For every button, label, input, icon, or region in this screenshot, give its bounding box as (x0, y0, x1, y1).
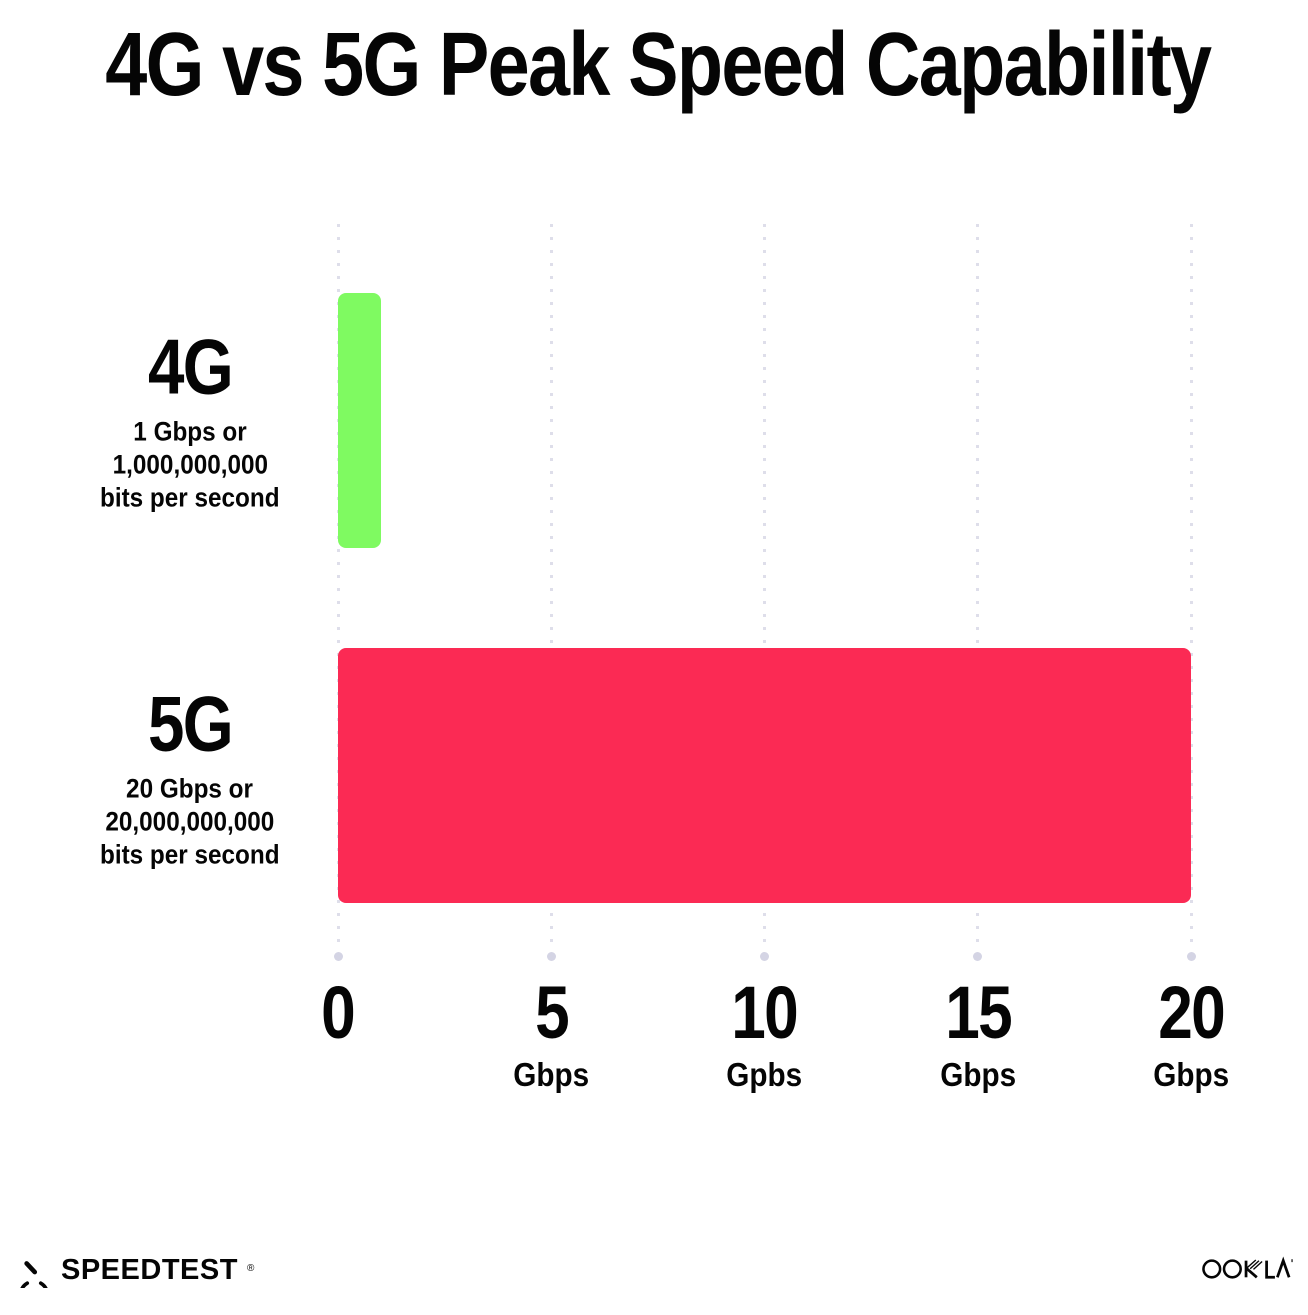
gridline-20 (1189, 224, 1193, 944)
speedtest-wordmark: SPEEDTEST (61, 1253, 238, 1286)
x-tick-value: 20 (1158, 971, 1225, 1054)
x-tick-unit: Gbps (1153, 1056, 1229, 1093)
gridline-end-dot (333, 951, 343, 961)
bar-4g (338, 293, 381, 548)
bar-5g (338, 648, 1191, 903)
ookla-logo: OOKLA (1202, 1254, 1294, 1282)
gridline-15 (976, 224, 980, 944)
x-tick-20: 20 Gbps (1071, 971, 1308, 1093)
gridline-10 (763, 224, 766, 944)
category-description: 1 Gbps or 1,000,000,000 bits per second (100, 416, 280, 513)
category-name: 4G (147, 322, 234, 411)
gridline-end-dot (546, 951, 556, 961)
gauge-icon (20, 1261, 48, 1288)
category-description: 20 Gbps or 20,000,000,000 bits per second (100, 773, 280, 870)
speedtest-trademark: ® (246, 1262, 255, 1274)
x-tick-unit: Gpbs (726, 1056, 803, 1093)
gridline-end-dot (760, 951, 769, 961)
x-tick-value: 0 (321, 971, 357, 1054)
x-tick-unit: Gbps (513, 1056, 590, 1093)
gridline-end-dot (1186, 951, 1196, 961)
x-tick-5: 5 Gbps (431, 971, 671, 1093)
chart-title: 4G vs 5G Peak Speed Capability (0, 14, 1308, 117)
x-tick-0: 0 (218, 976, 458, 1050)
x-tick-value: 10 (731, 971, 799, 1054)
x-tick-unit: Gbps (939, 1056, 1016, 1093)
x-tick-value: 15 (944, 971, 1012, 1054)
x-tick-15: 15 Gbps (858, 971, 1098, 1093)
x-tick-value: 5 (534, 971, 570, 1054)
speedtest-logo: SPEEDTEST ® (16, 1252, 254, 1288)
gridline-0 (336, 224, 340, 944)
x-tick-10: 10 Gpbs (645, 971, 885, 1093)
chart-title-text: 4G vs 5G Peak Speed Capability (105, 15, 1212, 115)
ookla-wordmark-icon (1202, 1256, 1293, 1279)
category-label-5g: 5G 20 Gbps or 20,000,000,000 bits per secon… (40, 685, 340, 872)
gridline-5 (549, 224, 553, 944)
category-label-4g: 4G 1 Gbps or 1,000,000,000 bits per second (40, 328, 340, 515)
gridline-end-dot (973, 951, 983, 961)
category-name: 5G (147, 679, 234, 768)
